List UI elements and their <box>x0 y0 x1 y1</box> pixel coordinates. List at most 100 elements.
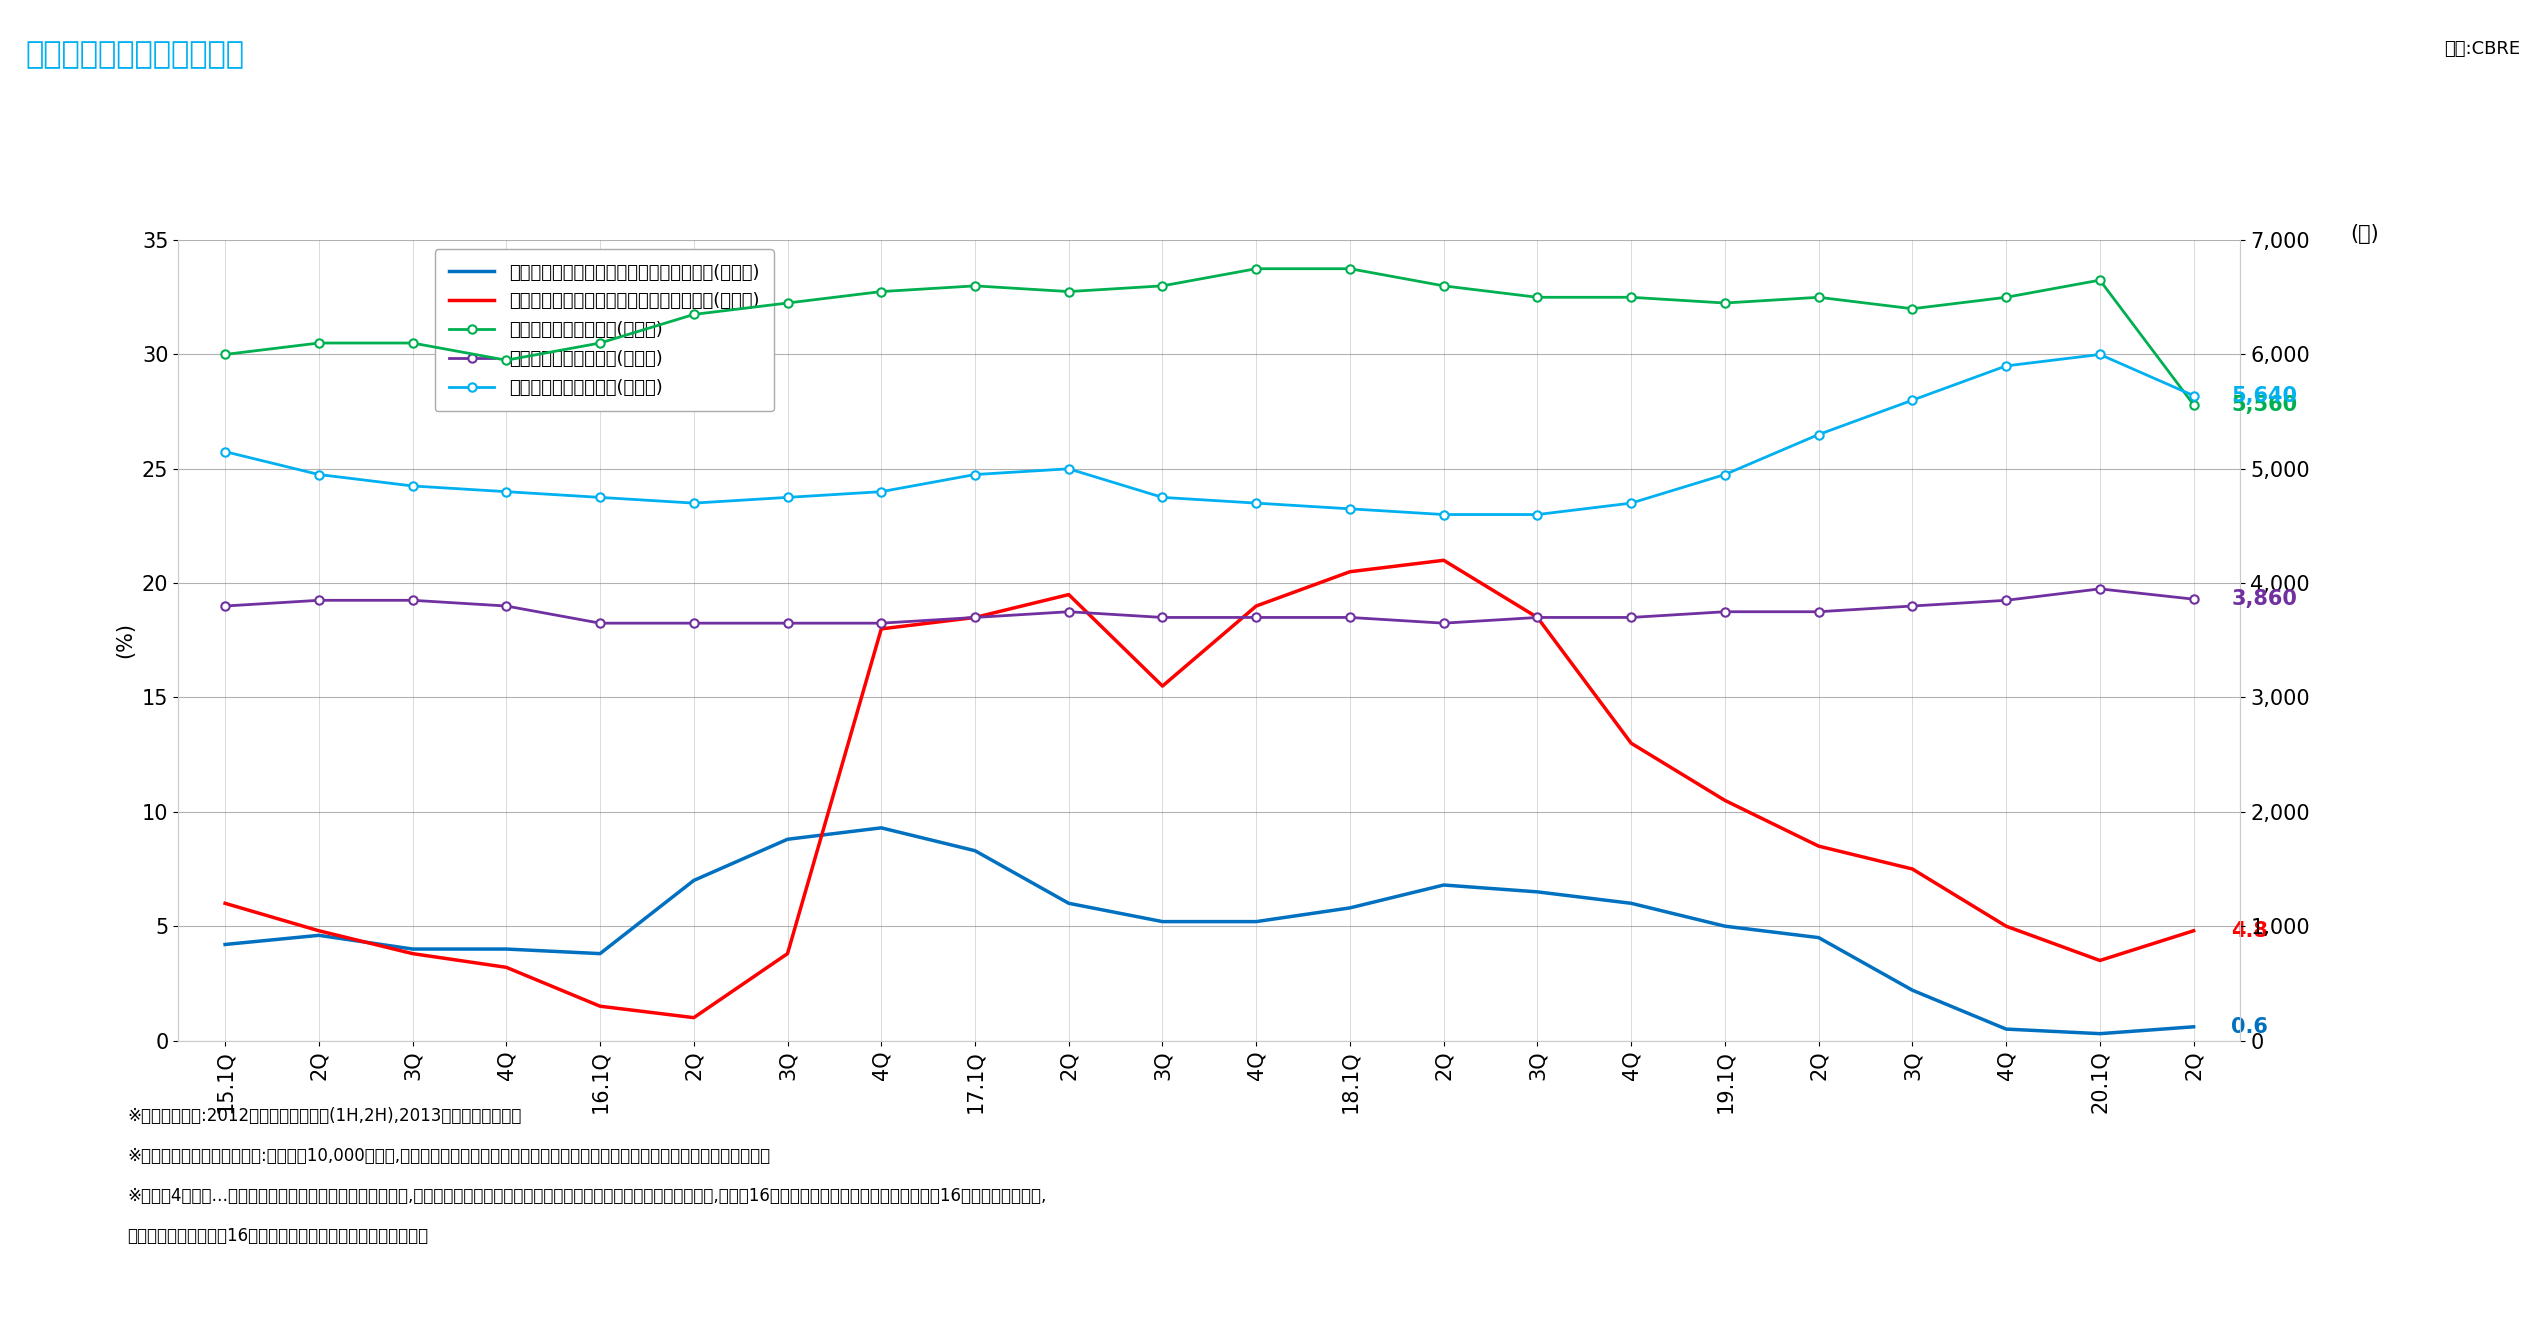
愛知県・平均募集賃料(右目盛) <box>1334 610 1365 626</box>
Legend: 首都圏・大型マルチテナント型施設空室率(左目盛), 近畿圏・大型マルチテナント型施設空室率(左目盛), 東京都・平均募集賃料(右目盛), 愛知県・平均募集賃料(: 首都圏・大型マルチテナント型施設空室率(左目盛), 近畿圏・大型マルチテナント型… <box>435 249 774 411</box>
近畿圏・大型マルチテナント型施設空室率(左目盛) <box>960 610 990 626</box>
近畿圏・大型マルチテナント型施設空室率(左目盛) <box>1428 552 1459 568</box>
首都圏・大型マルチテナント型施設空室率(左目盛) <box>960 843 990 859</box>
愛知県・平均募集賃料(右目盛) <box>1428 615 1459 631</box>
Text: 出所:CBRE: 出所:CBRE <box>2444 40 2521 57</box>
東京都・平均募集賃料(右目盛) <box>1240 260 1270 276</box>
大阪府・平均募集賃料(右目盛) <box>303 467 334 483</box>
近畿圏・大型マルチテナント型施設空室率(左目盛) <box>586 998 616 1014</box>
首都圏・大型マルチテナント型施設空室率(左目盛) <box>1334 900 1365 916</box>
首都圏・大型マルチテナント型施設空室率(左目盛) <box>1991 1021 2022 1037</box>
近畿圏・大型マルチテナント型施設空室率(左目盛) <box>1054 587 1085 603</box>
首都圏・大型マルチテナント型施設空室率(左目盛) <box>586 946 616 962</box>
首都圏・大型マルチテナント型施設空室率(左目盛) <box>491 940 522 956</box>
愛知県・平均募集賃料(右目盛) <box>1991 592 2022 608</box>
首都圏・大型マルチテナント型施設空室率(左目盛) <box>680 872 710 888</box>
東京都・平均募集賃料(右目盛) <box>397 335 428 351</box>
大阪府・平均募集賃料(右目盛) <box>771 490 802 506</box>
東京都・平均募集賃料(右目盛) <box>2085 272 2116 288</box>
東京都・平均募集賃料(右目盛) <box>771 295 802 311</box>
大阪府・平均募集賃料(右目盛) <box>1617 495 1647 511</box>
首都圏・大型マルチテナント型施設空室率(左目盛) <box>1428 876 1459 892</box>
大阪府・平均募集賃料(右目盛) <box>209 444 239 460</box>
Text: 物流施設空室率・募集賃料: 物流施設空室率・募集賃料 <box>25 40 244 69</box>
首都圏・大型マルチテナント型施設空室率(左目盛) <box>866 820 896 836</box>
大阪府・平均募集賃料(右目盛) <box>491 484 522 500</box>
Text: 5,640: 5,640 <box>2230 386 2296 406</box>
Y-axis label: (円): (円) <box>2350 224 2378 244</box>
愛知県・平均募集賃料(右目盛) <box>491 598 522 614</box>
首都圏・大型マルチテナント型施設空室率(左目盛) <box>771 831 802 847</box>
愛知県・平均募集賃料(右目盛) <box>2085 580 2116 596</box>
大阪府・平均募集賃料(右目盛) <box>1334 500 1365 516</box>
大阪府・平均募集賃料(右目盛) <box>1240 495 1270 511</box>
Text: ※平均募集賃料:2012年までは半期単位(1H,2H),2013年より四半期単位: ※平均募集賃料:2012年までは半期単位(1H,2H),2013年より四半期単位 <box>127 1107 522 1125</box>
大阪府・平均募集賃料(右目盛) <box>1523 507 1553 523</box>
愛知県・平均募集賃料(右目盛) <box>1523 610 1553 626</box>
愛知県・平均募集賃料(右目盛) <box>1240 610 1270 626</box>
首都圏・大型マルチテナント型施設空室率(左目盛) <box>1054 895 1085 911</box>
Text: 5,560: 5,560 <box>2230 395 2296 415</box>
東京都・平均募集賃料(右目盛) <box>209 347 239 363</box>
大阪府・平均募集賃料(右目盛) <box>586 490 616 506</box>
近畿圏・大型マルチテナント型施設空室率(左目盛) <box>1711 792 1741 808</box>
愛知県・平均募集賃料(右目盛) <box>1897 598 1927 614</box>
首都圏・大型マルチテナント型施設空室率(左目盛) <box>397 940 428 956</box>
大阪府・平均募集賃料(右目盛) <box>2179 388 2210 404</box>
首都圏・大型マルチテナント型施設空室率(左目盛) <box>1523 884 1553 900</box>
愛知県・平均募集賃料(右目盛) <box>960 610 990 626</box>
東京都・平均募集賃料(右目盛) <box>1711 295 1741 311</box>
大阪府・平均募集賃料(右目盛) <box>1803 427 1833 443</box>
大阪府・平均募集賃料(右目盛) <box>680 495 710 511</box>
大阪府・平均募集賃料(右目盛) <box>1148 490 1179 506</box>
愛知県・平均募集賃料(右目盛) <box>1054 604 1085 620</box>
Text: ※大型マルチテナント型施設:延床面積10,000坪以上,原則として開発当時において複数テナント利用を前提として企画・設計された施設: ※大型マルチテナント型施設:延床面積10,000坪以上,原則として開発当時におい… <box>127 1147 771 1165</box>
東京都・平均募集賃料(右目盛) <box>491 352 522 368</box>
Text: 3,860: 3,860 <box>2230 590 2296 610</box>
Line: 首都圏・大型マルチテナント型施設空室率(左目盛): 首都圏・大型マルチテナント型施設空室率(左目盛) <box>224 828 2195 1034</box>
近畿圏・大型マルチテナント型施設空室率(左目盛) <box>2179 923 2210 939</box>
近畿圏・大型マルチテナント型施設空室率(左目盛) <box>1240 598 1270 614</box>
近畿圏・大型マルチテナント型施設空室率(左目盛) <box>1803 838 1833 854</box>
首都圏・大型マルチテナント型施設空室率(左目盛) <box>1617 895 1647 911</box>
東京都・平均募集賃料(右目盛) <box>1617 289 1647 305</box>
愛知県・平均募集賃料(右目盛) <box>1803 604 1833 620</box>
Line: 大阪府・平均募集賃料(右目盛): 大阪府・平均募集賃料(右目盛) <box>222 351 2197 519</box>
近畿圏・大型マルチテナント型施設空室率(左目盛) <box>397 946 428 962</box>
東京都・平均募集賃料(右目盛) <box>1897 300 1927 316</box>
東京都・平均募集賃料(右目盛) <box>680 307 710 323</box>
大阪府・平均募集賃料(右目盛) <box>2085 347 2116 363</box>
愛知県・平均募集賃料(右目盛) <box>2179 591 2210 607</box>
Line: 東京都・平均募集賃料(右目盛): 東京都・平均募集賃料(右目盛) <box>222 264 2197 410</box>
愛知県・平均募集賃料(右目盛) <box>397 592 428 608</box>
東京都・平均募集賃料(右目盛) <box>1054 284 1085 300</box>
大阪府・平均募集賃料(右目盛) <box>960 467 990 483</box>
Line: 愛知県・平均募集賃料(右目盛): 愛知県・平均募集賃料(右目盛) <box>222 584 2197 627</box>
大阪府・平均募集賃料(右目盛) <box>1991 358 2022 374</box>
Text: 0.6: 0.6 <box>2230 1017 2268 1037</box>
大阪府・平均募集賃料(右目盛) <box>1054 460 1085 476</box>
東京都・平均募集賃料(右目盛) <box>866 284 896 300</box>
東京都・平均募集賃料(右目盛) <box>586 335 616 351</box>
首都圏・大型マルチテナント型施設空室率(左目盛) <box>2085 1026 2116 1042</box>
東京都・平均募集賃料(右目盛) <box>1428 277 1459 293</box>
首都圏・大型マルチテナント型施設空室率(左目盛) <box>209 936 239 952</box>
近畿圏・大型マルチテナント型施設空室率(左目盛) <box>1617 735 1647 751</box>
近畿圏・大型マルチテナント型施設空室率(左目盛) <box>866 620 896 636</box>
東京都・平均募集賃料(右目盛) <box>1334 260 1365 276</box>
近畿圏・大型マルチテナント型施設空室率(左目盛) <box>491 959 522 975</box>
愛知県・平均募集賃料(右目盛) <box>586 615 616 631</box>
Text: ※首都圏4エリア…「東京ベイエリア」東京都湾岸部エリア,「外環道エリア」東京ベイエリアの外側＆東京外環道の内側エリア,「国道16号エリア」外環道エリアの外側＆国: ※首都圏4エリア…「東京ベイエリア」東京都湾岸部エリア,「外環道エリア」東京ベイ… <box>127 1187 1046 1205</box>
東京都・平均募集賃料(右目盛) <box>303 335 334 351</box>
近畿圏・大型マルチテナント型施設空室率(左目盛) <box>1148 678 1179 694</box>
近畿圏・大型マルチテナント型施設空室率(左目盛) <box>209 895 239 911</box>
首都圏・大型マルチテナント型施設空室率(左目盛) <box>1711 918 1741 934</box>
首都圏・大型マルチテナント型施設空室率(左目盛) <box>303 927 334 943</box>
首都圏・大型マルチテナント型施設空室率(左目盛) <box>1148 914 1179 930</box>
大阪府・平均募集賃料(右目盛) <box>397 478 428 494</box>
愛知県・平均募集賃料(右目盛) <box>1148 610 1179 626</box>
東京都・平均募集賃料(右目盛) <box>1148 277 1179 293</box>
Line: 近畿圏・大型マルチテナント型施設空室率(左目盛): 近畿圏・大型マルチテナント型施設空室率(左目盛) <box>224 560 2195 1018</box>
近畿圏・大型マルチテナント型施設空室率(左目盛) <box>2085 952 2116 968</box>
愛知県・平均募集賃料(右目盛) <box>866 615 896 631</box>
